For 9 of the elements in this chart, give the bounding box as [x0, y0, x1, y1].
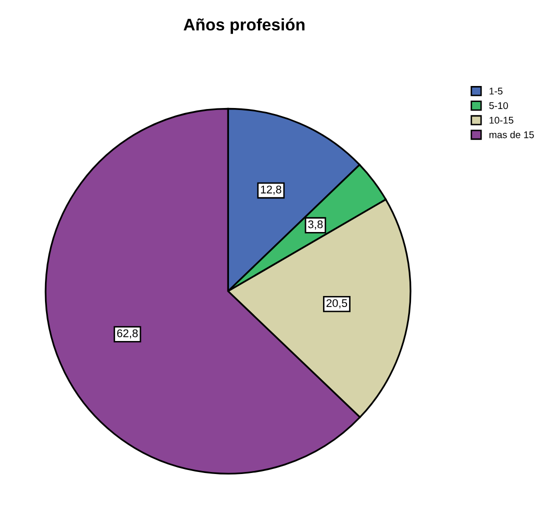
legend-label: 5-10 — [489, 102, 508, 110]
legend-label: 1-5 — [490, 88, 502, 95]
chart-title: Años profesión — [184, 18, 304, 34]
data-label: 12,8 — [260, 186, 282, 195]
legend-label: 10-15 — [490, 116, 514, 124]
legend-label: mas de 15 — [490, 131, 534, 138]
data-label: 3,8 — [308, 220, 323, 230]
data-label: 62,8 — [117, 329, 138, 339]
data-label: 20,5 — [326, 299, 348, 308]
